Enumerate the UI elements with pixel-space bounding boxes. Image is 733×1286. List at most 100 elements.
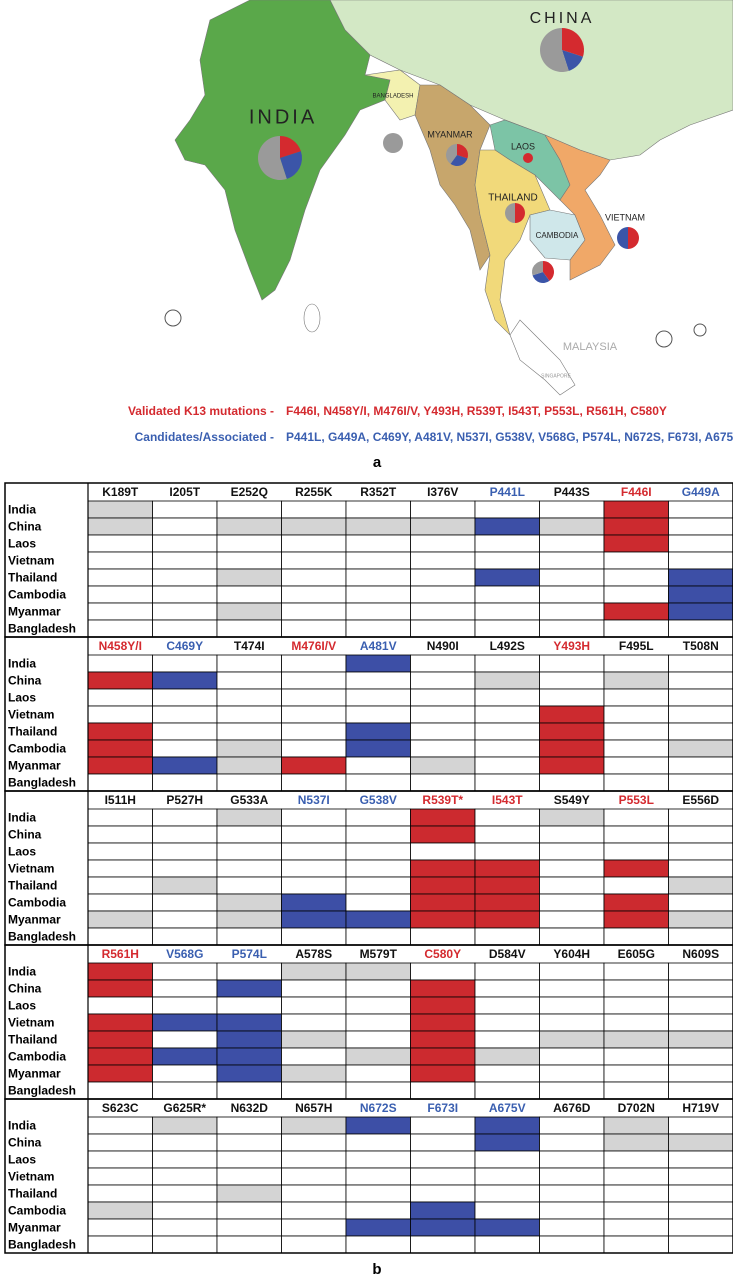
cell	[540, 1185, 605, 1202]
cell	[217, 757, 282, 774]
country-label: Vietnam	[8, 708, 54, 722]
cell	[217, 1168, 282, 1185]
cell	[669, 689, 733, 706]
cell	[604, 1151, 669, 1168]
cell	[475, 535, 540, 552]
cell	[88, 843, 153, 860]
legend-label: Candidates/Associated -	[135, 430, 274, 444]
cell	[475, 569, 540, 586]
cell	[346, 1065, 411, 1082]
cell	[88, 1048, 153, 1065]
cell	[540, 980, 605, 997]
cell	[411, 1117, 476, 1134]
cell	[475, 586, 540, 603]
cell	[346, 740, 411, 757]
cell	[540, 774, 605, 791]
cell	[153, 911, 218, 928]
mutation-header: P443S	[554, 485, 590, 499]
cell	[282, 586, 347, 603]
cell	[217, 518, 282, 535]
cell	[540, 535, 605, 552]
cell	[153, 774, 218, 791]
cell	[346, 1202, 411, 1219]
cell	[475, 757, 540, 774]
cell	[282, 911, 347, 928]
cell	[346, 1117, 411, 1134]
mutation-header: G533A	[230, 793, 268, 807]
country-label: Laos	[8, 691, 36, 705]
cell	[88, 1168, 153, 1185]
mutation-header: T508N	[683, 639, 719, 653]
cell	[540, 552, 605, 569]
cell	[475, 518, 540, 535]
cell	[153, 843, 218, 860]
cell	[411, 706, 476, 723]
cell	[604, 672, 669, 689]
cell	[88, 1219, 153, 1236]
cell	[217, 586, 282, 603]
mutation-header: N537I	[298, 793, 330, 807]
cell	[346, 774, 411, 791]
cell	[346, 1014, 411, 1031]
cell	[153, 1134, 218, 1151]
cell	[411, 723, 476, 740]
cell	[153, 997, 218, 1014]
cell	[346, 860, 411, 877]
cell	[88, 1185, 153, 1202]
cell	[604, 963, 669, 980]
cell	[153, 1168, 218, 1185]
cell	[604, 1065, 669, 1082]
country-label: Laos	[8, 1153, 36, 1167]
cell	[217, 1082, 282, 1099]
cell	[88, 997, 153, 1014]
cell	[217, 843, 282, 860]
cell	[475, 723, 540, 740]
cell	[540, 655, 605, 672]
cell	[475, 843, 540, 860]
country-label: Bangladesh	[8, 930, 76, 944]
cell	[475, 877, 540, 894]
cell	[540, 1202, 605, 1219]
cell	[153, 928, 218, 945]
cell	[282, 843, 347, 860]
cell	[669, 1117, 733, 1134]
cell	[669, 757, 733, 774]
cell	[282, 672, 347, 689]
cell	[411, 586, 476, 603]
cell	[669, 894, 733, 911]
country-label: Vietnam	[8, 1016, 54, 1030]
cell	[346, 997, 411, 1014]
country-label: SINGAPORE	[541, 373, 571, 379]
cell	[282, 1202, 347, 1219]
country-label: India	[8, 1119, 36, 1133]
cell	[604, 569, 669, 586]
cell	[604, 860, 669, 877]
cell	[669, 501, 733, 518]
country-label: Thailand	[8, 1033, 57, 1047]
mutation-header: D702N	[618, 1101, 655, 1115]
cell	[282, 740, 347, 757]
cell	[88, 1065, 153, 1082]
mutation-header: R352T	[360, 485, 397, 499]
cell	[669, 1151, 733, 1168]
cell	[604, 1031, 669, 1048]
cell	[669, 518, 733, 535]
cell	[669, 963, 733, 980]
cell	[153, 894, 218, 911]
cell	[669, 1185, 733, 1202]
country-label: VIETNAM	[605, 212, 645, 222]
mutation-header: C469Y	[166, 639, 203, 653]
cell	[475, 911, 540, 928]
cell	[411, 1082, 476, 1099]
cell	[88, 723, 153, 740]
cell	[475, 1134, 540, 1151]
mutation-header: I543T	[492, 793, 523, 807]
cell	[346, 928, 411, 945]
country-label: Myanmar	[8, 1067, 61, 1081]
cell	[475, 1117, 540, 1134]
cell	[669, 1014, 733, 1031]
cell	[88, 518, 153, 535]
cell	[669, 603, 733, 620]
cell	[411, 877, 476, 894]
cell	[153, 757, 218, 774]
